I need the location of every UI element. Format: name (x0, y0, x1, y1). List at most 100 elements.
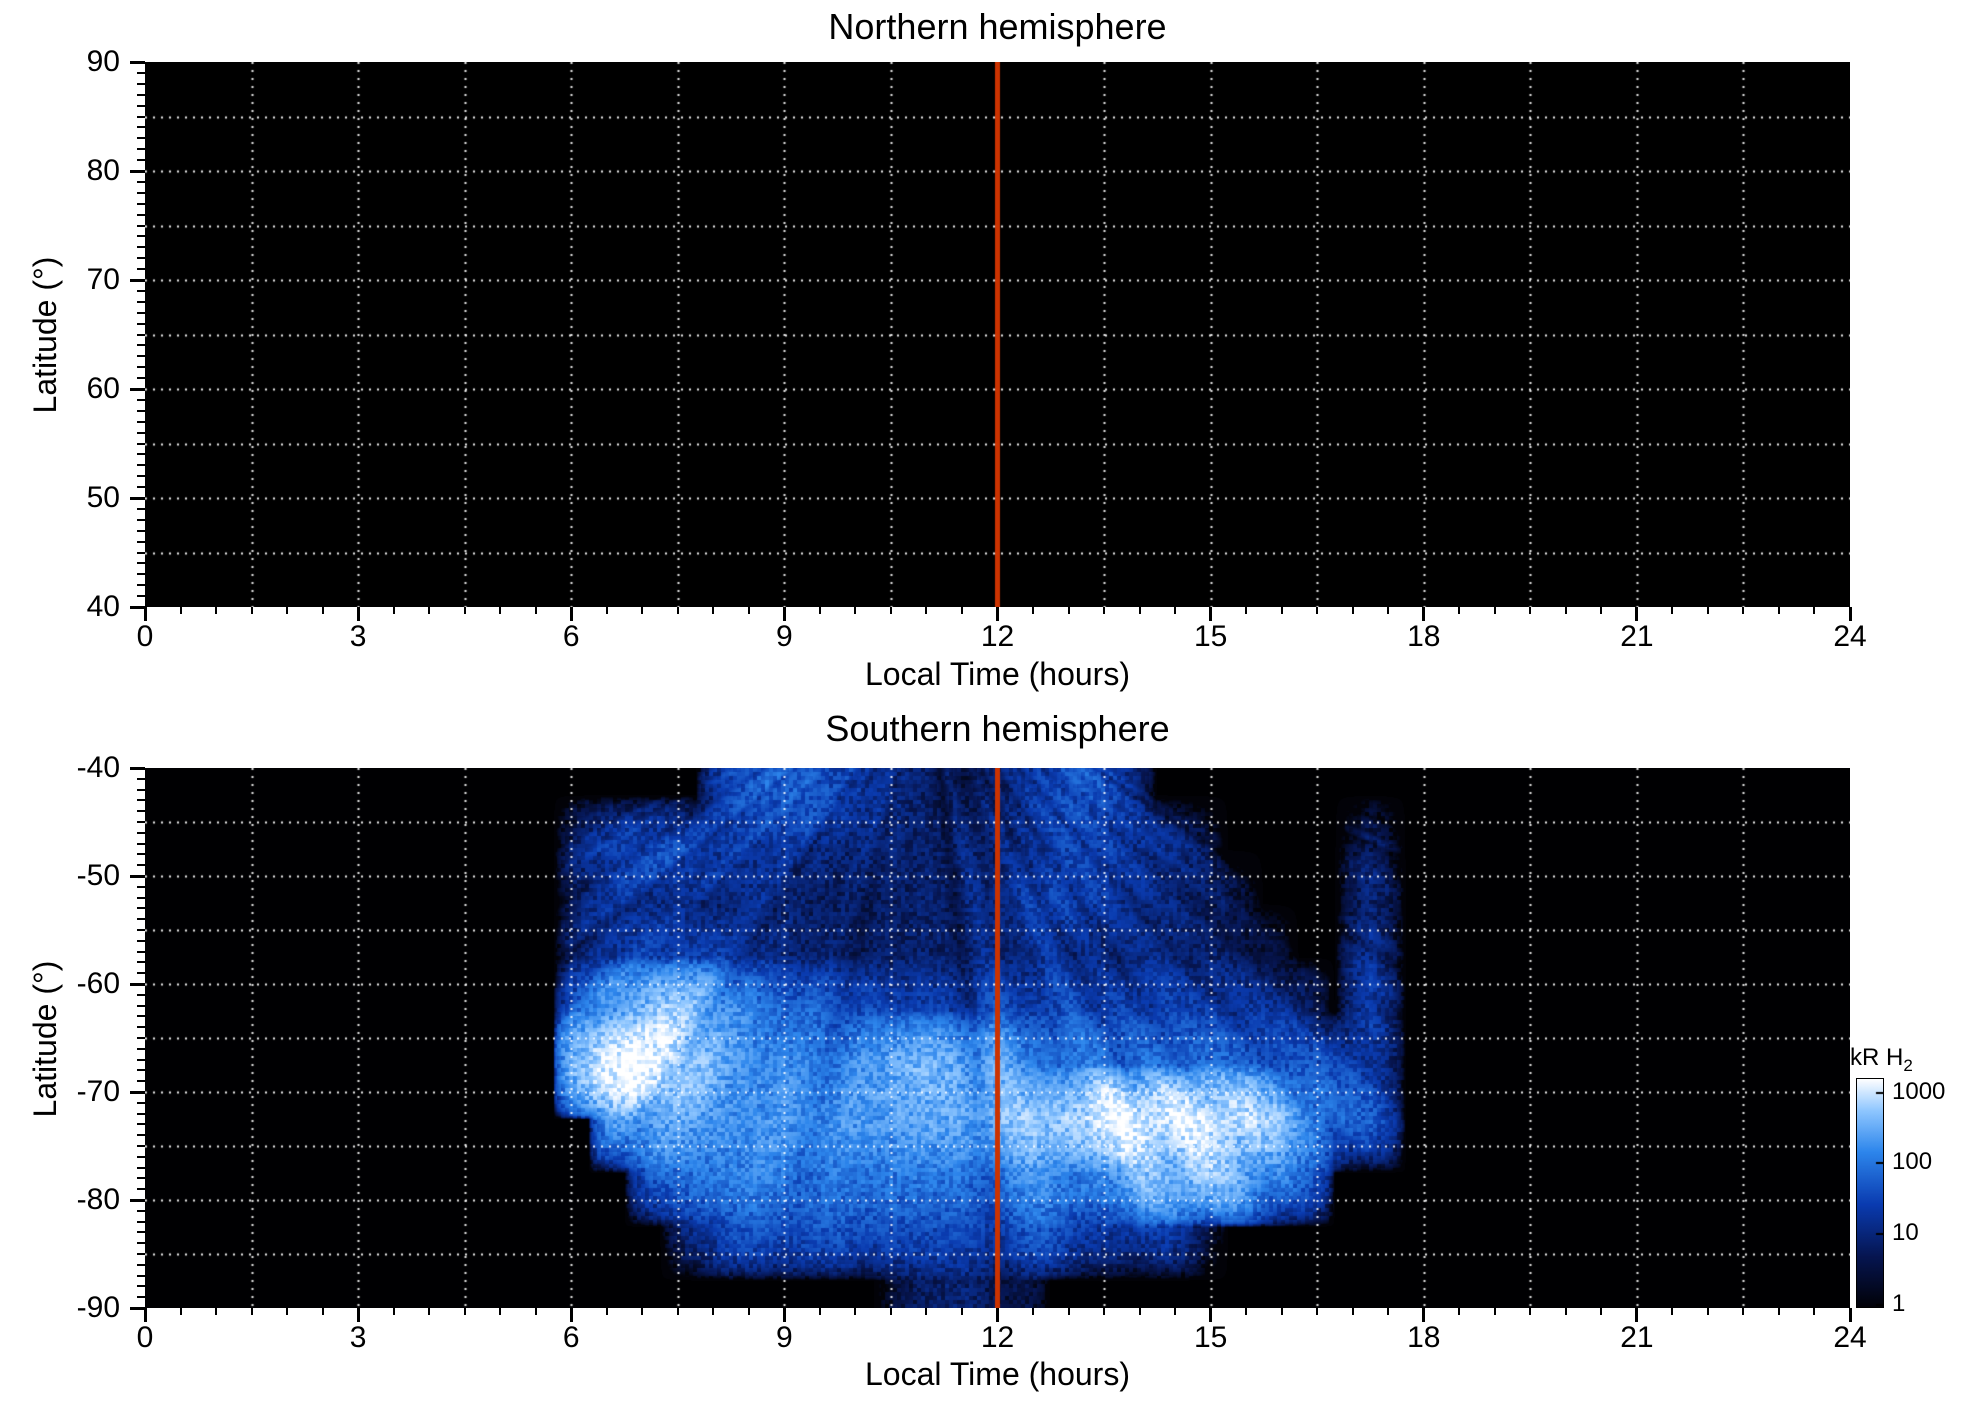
x-minor-tick (712, 607, 715, 614)
y-minor-tick (137, 1134, 145, 1137)
y-minor-tick (137, 788, 145, 791)
x-tick-label: 15 (1193, 1321, 1228, 1354)
x-minor-tick (1564, 607, 1567, 614)
y-minor-tick (137, 82, 145, 85)
x-tick-label: 6 (562, 1321, 580, 1354)
x-major-tick (1209, 607, 1213, 621)
x-minor-tick (1103, 607, 1106, 614)
x-minor-tick (854, 1308, 857, 1315)
north-x-axis-label: Local Time (hours) (865, 656, 1130, 692)
y-minor-tick (137, 1047, 145, 1050)
x-minor-tick (1529, 1308, 1532, 1315)
x-minor-tick (712, 1308, 715, 1315)
colorbar-tick-label: 1 (1892, 1289, 1906, 1317)
y-minor-tick (137, 1112, 145, 1115)
x-minor-tick (1706, 607, 1709, 614)
colorbar-tick-label: 1000 (1892, 1077, 1946, 1105)
x-minor-tick (818, 1308, 821, 1315)
x-major-tick (1422, 607, 1426, 621)
x-major-tick (356, 607, 360, 621)
x-minor-tick (1067, 607, 1070, 614)
y-minor-tick (137, 1296, 145, 1299)
y-minor-tick (137, 235, 145, 238)
y-minor-tick (137, 821, 145, 823)
x-minor-tick (321, 607, 324, 614)
south-x-axis-label: Local Time (hours) (865, 1356, 1130, 1392)
x-major-tick (569, 607, 573, 621)
x-minor-tick (747, 1308, 750, 1315)
x-tick-label: 0 (136, 1321, 154, 1354)
y-minor-tick (137, 885, 145, 888)
y-minor-tick (137, 300, 145, 303)
x-minor-tick (854, 607, 857, 614)
x-minor-tick (534, 1308, 537, 1315)
y-minor-tick (137, 180, 145, 183)
y-major-tick (130, 60, 145, 64)
y-minor-tick (137, 799, 145, 802)
y-tick-label: -40 (76, 751, 120, 784)
x-minor-tick (1777, 1308, 1780, 1315)
y-minor-tick (137, 93, 145, 96)
x-minor-tick (676, 1308, 679, 1315)
colorbar-tick-label: 100 (1892, 1148, 1933, 1176)
south-y-axis-label: Latitude (°) (27, 960, 63, 1118)
y-minor-tick (137, 420, 145, 423)
y-minor-tick (137, 1101, 145, 1104)
x-minor-tick (818, 607, 821, 614)
y-minor-tick (137, 939, 145, 942)
x-major-tick (996, 1308, 999, 1322)
x-minor-tick (428, 607, 431, 614)
x-minor-tick (1813, 1308, 1816, 1315)
x-tick-label: 6 (562, 620, 580, 653)
y-minor-tick (137, 777, 145, 780)
y-tick-label: 50 (86, 481, 120, 514)
x-minor-tick (1564, 1308, 1567, 1315)
y-minor-tick (137, 1069, 145, 1072)
x-minor-tick (1493, 607, 1496, 614)
y-minor-tick (137, 1166, 145, 1169)
y-minor-tick (137, 1155, 145, 1158)
y-minor-tick (137, 907, 145, 910)
x-minor-tick (1032, 607, 1035, 614)
colorbar-title-sub: 2 (1903, 1055, 1913, 1075)
x-minor-tick (925, 1308, 928, 1315)
y-tick-label: 60 (86, 372, 120, 405)
x-minor-tick (499, 607, 502, 614)
y-minor-tick (137, 104, 145, 107)
x-tick-label: 12 (980, 1321, 1015, 1354)
x-minor-tick (1351, 607, 1354, 614)
y-minor-tick (137, 993, 145, 996)
x-minor-tick (463, 1308, 466, 1315)
x-tick-label: 9 (776, 1321, 793, 1354)
y-minor-tick (137, 148, 145, 151)
x-major-tick (143, 607, 147, 621)
y-minor-tick (137, 1058, 145, 1061)
x-minor-tick (1174, 1308, 1177, 1315)
y-minor-tick (137, 961, 145, 964)
y-minor-tick (137, 1145, 145, 1147)
x-minor-tick (1600, 1308, 1603, 1315)
x-minor-tick (534, 607, 537, 614)
x-tick-label: 18 (1407, 620, 1441, 653)
x-minor-tick (1493, 1308, 1496, 1315)
y-minor-tick (137, 1274, 145, 1277)
y-minor-tick (137, 551, 145, 554)
y-minor-tick (137, 431, 145, 434)
y-minor-tick (137, 573, 145, 576)
x-tick-label: 3 (349, 1321, 367, 1354)
x-major-tick (782, 607, 786, 621)
x-minor-tick (321, 1308, 324, 1315)
x-tick-label: 9 (776, 620, 793, 653)
x-tick-label: 15 (1193, 620, 1228, 653)
y-minor-tick (137, 1037, 145, 1039)
y-minor-tick (137, 896, 145, 899)
x-minor-tick (1777, 607, 1780, 614)
x-minor-tick (1103, 1308, 1106, 1315)
x-minor-tick (1742, 607, 1745, 614)
x-minor-tick (1138, 1308, 1141, 1315)
x-minor-tick (1351, 1308, 1354, 1315)
y-minor-tick (137, 71, 145, 74)
y-tick-label: -90 (76, 1291, 120, 1324)
y-minor-tick (137, 507, 145, 510)
south-panel-title: Southern hemisphere (825, 708, 1170, 749)
